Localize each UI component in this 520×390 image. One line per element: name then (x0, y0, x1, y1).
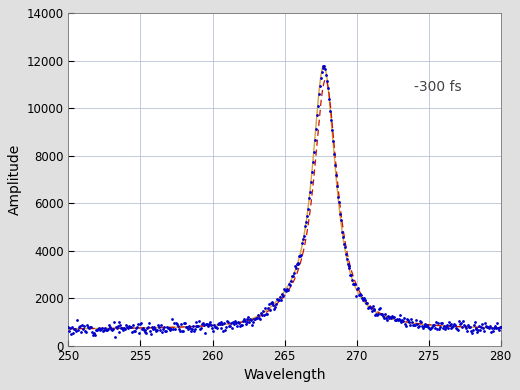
X-axis label: Wavelength: Wavelength (243, 368, 326, 382)
Text: -300 fs: -300 fs (414, 80, 462, 94)
Y-axis label: Amplitude: Amplitude (8, 144, 22, 215)
